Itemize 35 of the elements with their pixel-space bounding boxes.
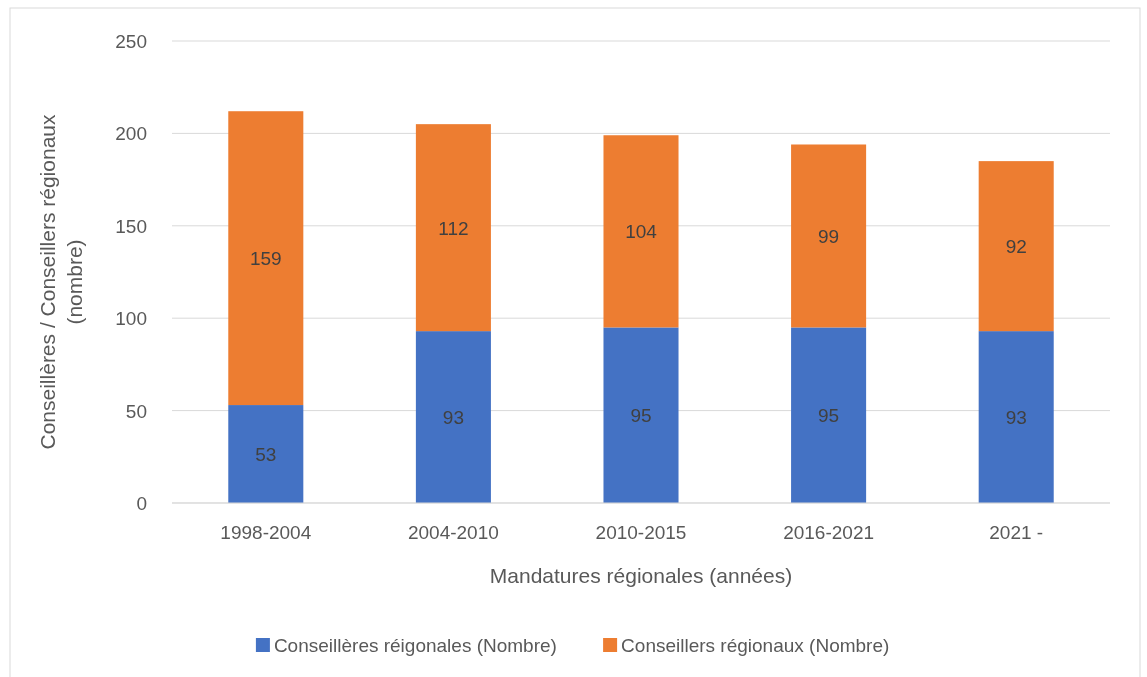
bar	[978, 161, 1054, 332]
x-tick-label: 2021 -	[989, 522, 1044, 543]
bar	[978, 331, 1054, 503]
data-label: 53	[255, 444, 277, 466]
bar	[791, 144, 867, 328]
x-tick-label: 1998-2004	[220, 522, 312, 543]
x-tick-label: 2004-2010	[407, 522, 499, 543]
bar	[791, 327, 867, 503]
data-label: 112	[438, 217, 469, 239]
data-label: 95	[630, 405, 652, 427]
y-tick-label: 150	[115, 215, 147, 237]
y-tick-label: 0	[136, 493, 147, 514]
data-label: 104	[625, 221, 658, 243]
bar	[603, 135, 679, 328]
y-tick-label: 250	[115, 31, 147, 52]
legend-label: Conseillers régionaux (Nombre)	[621, 635, 890, 656]
x-tick-label: 2016-2021	[783, 522, 875, 543]
x-axis-title: Mandatures régionales (années)	[489, 564, 793, 587]
data-label: 93	[442, 407, 464, 429]
bar	[415, 124, 491, 332]
bar	[415, 331, 491, 503]
bar	[228, 405, 304, 503]
data-label: 99	[818, 225, 840, 247]
data-label: 95	[818, 405, 840, 427]
y-tick-label: 200	[115, 123, 147, 145]
x-tick-label: 2010-2015	[595, 522, 687, 543]
y-tick-label: 50	[125, 400, 147, 422]
bar	[228, 111, 304, 406]
bar	[603, 327, 679, 503]
data-label: 92	[1005, 236, 1027, 258]
legend-label: Conseillères réigonales (Nombre)	[273, 635, 557, 656]
data-label: 159	[249, 248, 282, 270]
y-tick-label: 100	[115, 308, 147, 330]
data-label: 93	[1005, 407, 1027, 429]
y-axis-title: Conseillères / Conseillers régionaux (nombre)	[36, 114, 86, 450]
